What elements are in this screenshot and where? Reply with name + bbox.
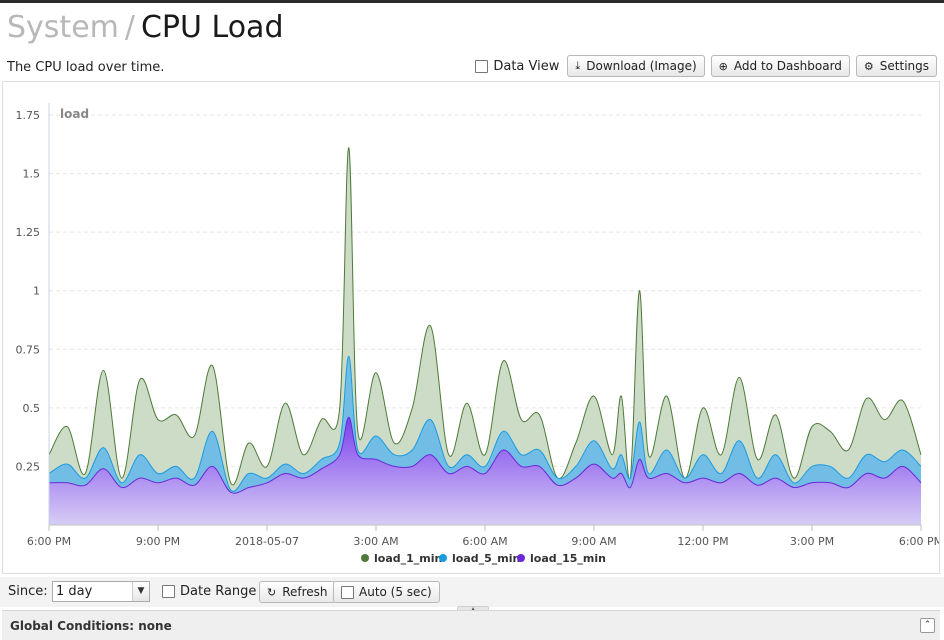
data-view-label: Data View <box>493 58 560 74</box>
download-label: Download (Image) <box>586 59 697 73</box>
since-select[interactable]: 1 day ▼ <box>52 581 150 602</box>
legend-label-load_5_min[interactable]: load_5_min <box>452 552 520 565</box>
x-tick-label: 6:00 PM <box>27 535 71 548</box>
legend-marker-load_5_min[interactable] <box>439 554 447 562</box>
data-view-toggle[interactable]: Data View <box>475 59 559 74</box>
expand-conditions-icon[interactable]: ⌃ <box>920 618 935 633</box>
since-value: 1 day <box>56 584 93 599</box>
x-tick-label: 9:00 PM <box>136 535 180 548</box>
x-tick-label: 3:00 PM <box>790 535 834 548</box>
y-tick-label: 1.5 <box>23 168 41 181</box>
download-icon: ⤓ <box>575 59 581 72</box>
date-range-checkbox[interactable] <box>162 585 175 598</box>
page-title: System / CPU Load <box>7 9 283 47</box>
refresh-label: Refresh <box>282 585 328 599</box>
add-dashboard-label: Add to Dashboard <box>733 59 842 73</box>
y-tick-label: 0.25 <box>16 460 41 473</box>
add-to-dashboard-button[interactable]: ⊕ Add to Dashboard <box>710 55 850 77</box>
y-tick-label: 1 <box>33 285 40 298</box>
settings-label: Settings <box>879 59 929 73</box>
legend-label-load_15_min[interactable]: load_15_min <box>530 552 606 565</box>
legend-marker-load_1_min[interactable] <box>361 554 369 562</box>
legend-marker-load_15_min[interactable] <box>517 554 525 562</box>
global-conditions-bar: Global Conditions: none ⌃ <box>2 610 940 640</box>
plus-circle-icon: ⊕ <box>718 59 728 73</box>
series-area-load_15_min[interactable] <box>49 417 921 525</box>
since-label: Since: <box>8 584 48 599</box>
chevron-down-icon: ▼ <box>132 582 149 601</box>
x-tick-label: 9:00 AM <box>571 535 616 548</box>
chart-panel: 0.25 0.5 0.75 1 1.25 1.5 1.75 load 6:00 PM 9:00 P… <box>2 81 940 574</box>
download-image-button[interactable]: ⤓ Download (Image) <box>567 55 705 77</box>
breadcrumb-system[interactable]: System <box>7 10 119 45</box>
date-range-toggle[interactable]: Date Range <box>162 584 256 599</box>
gear-icon: ⚙ <box>863 59 874 73</box>
auto-refresh-checkbox[interactable] <box>341 585 354 599</box>
y-tick-label: 1.25 <box>16 226 41 239</box>
y-tick-label: 0.75 <box>16 343 41 356</box>
date-range-label: Date Range <box>180 584 257 599</box>
time-controls-bar: Since: 1 day ▼ Date Range ↻ Refresh Auto… <box>0 577 944 607</box>
breadcrumb-current: CPU Load <box>140 10 284 45</box>
x-tick-label: 2018-05-07 <box>235 535 299 548</box>
x-tick-label: 12:00 PM <box>677 535 728 548</box>
settings-button[interactable]: ⚙ Settings <box>855 55 937 77</box>
global-conditions-label: Global Conditions: none <box>10 619 172 633</box>
auto-refresh-label: Auto (5 sec) <box>359 585 432 599</box>
refresh-icon: ↻ <box>267 585 277 599</box>
auto-refresh-button[interactable]: Auto (5 sec) <box>333 581 440 603</box>
series-line-load_5_min[interactable] <box>48 355 922 492</box>
breadcrumb-separator: / <box>124 10 135 45</box>
x-tick-label: 6:00 AM <box>462 535 507 548</box>
data-view-checkbox[interactable] <box>475 59 489 73</box>
y-tick-label: 0.5 <box>23 402 41 415</box>
x-tick-label: 3:00 AM <box>353 535 398 548</box>
chart-toolbar: Data View ⤓ Download (Image) ⊕ Add to Da… <box>475 55 937 77</box>
page-description: The CPU load over time. <box>7 60 165 75</box>
series-area-load_1_min[interactable] <box>49 147 921 525</box>
x-tick-label: 6:00 PM <box>899 535 939 548</box>
cpu-load-chart: 0.25 0.5 0.75 1 1.25 1.5 1.75 load 6:00 PM 9:00 P… <box>16 103 939 565</box>
refresh-button[interactable]: ↻ Refresh <box>259 581 336 603</box>
y-axis-title: load <box>60 107 89 121</box>
y-tick-label: 1.75 <box>16 109 41 122</box>
series-line-load_15_min[interactable] <box>48 416 922 494</box>
series-line-load_1_min[interactable] <box>48 147 922 486</box>
legend-label-load_1_min[interactable]: load_1_min <box>374 552 442 565</box>
